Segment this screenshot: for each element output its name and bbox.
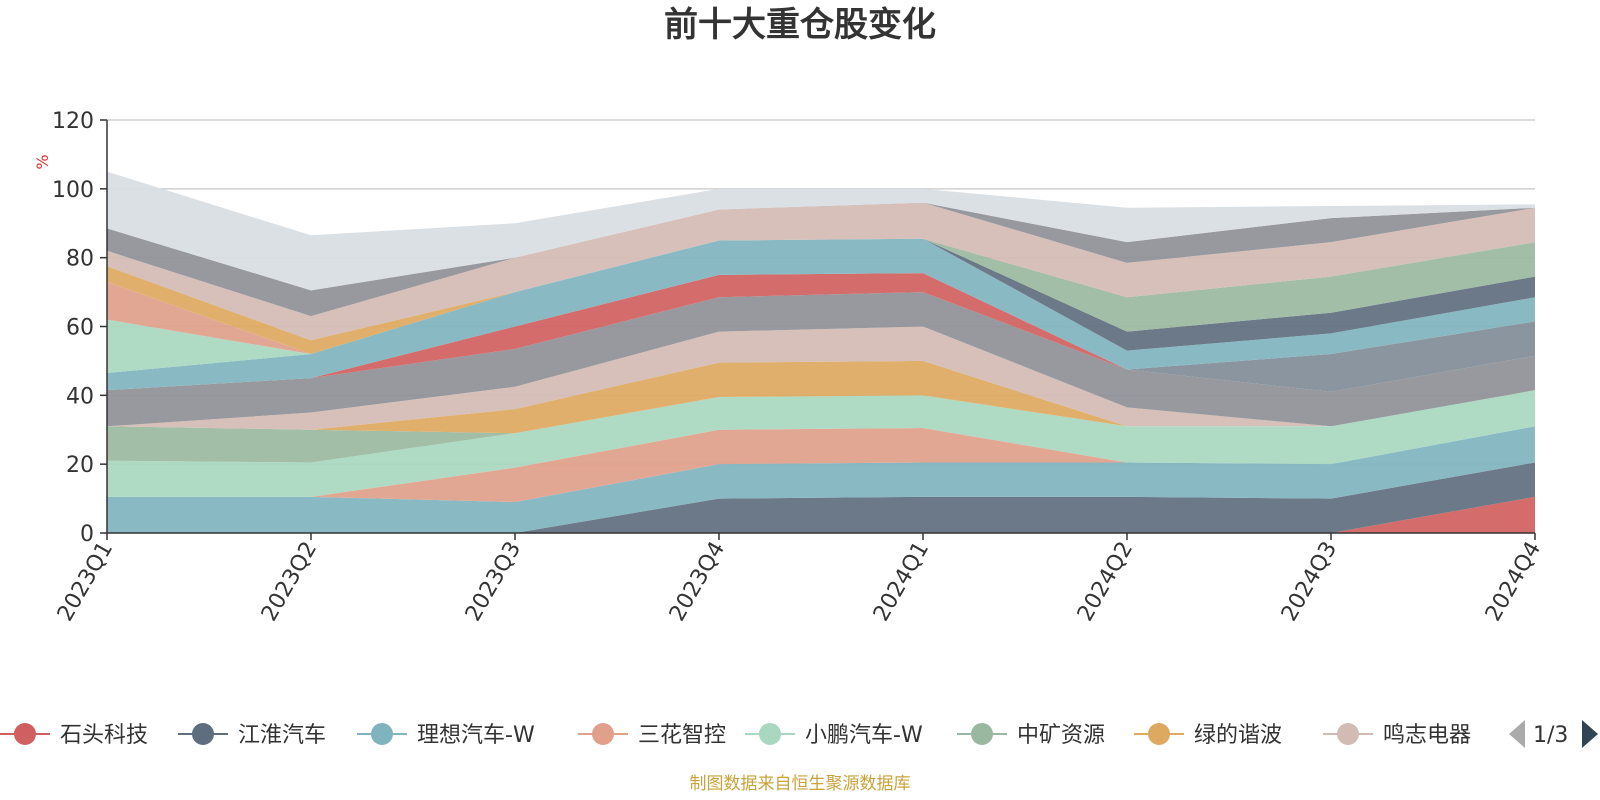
chart-title: 前十大重仓股变化 xyxy=(664,5,936,45)
legend-item[interactable]: 理想汽车-W xyxy=(357,723,535,748)
y-tick-label: 0 xyxy=(80,522,94,547)
x-tick-label: 2023Q3 xyxy=(461,538,526,626)
area-series-14 xyxy=(107,238,1535,355)
legend-marker xyxy=(759,723,781,745)
legend-label: 绿的谐波 xyxy=(1194,723,1282,748)
area-series-2 xyxy=(107,462,1535,533)
x-tick-label: 2023Q1 xyxy=(53,538,118,626)
x-tick-label: 2024Q3 xyxy=(1277,538,1342,626)
legend-label: 理想汽车-W xyxy=(417,723,535,748)
y-tick-label: 40 xyxy=(66,384,94,409)
legend-item[interactable]: 小鹏汽车-W xyxy=(745,723,923,748)
y-tick-label: 80 xyxy=(66,247,94,272)
legend-item[interactable]: 绿的谐波 xyxy=(1134,723,1282,748)
y-tick-label: 120 xyxy=(52,109,94,134)
legend-marker xyxy=(1148,723,1170,745)
area-series-18 xyxy=(107,202,1535,341)
y-tick-label: 60 xyxy=(66,316,94,341)
area-series-8 xyxy=(107,326,1535,430)
legend-item[interactable]: 石头科技 xyxy=(0,723,148,748)
legend: 石头科技 江淮汽车 理想汽车-W 三花智控 小鹏汽车-W 中矿资源 绿的谐波 鸣志电器 1/3 xyxy=(0,720,1598,748)
y-tick-label: 20 xyxy=(66,453,94,478)
legend-marker xyxy=(592,723,614,745)
x-tick-label: 2024Q2 xyxy=(1073,538,1138,626)
legend-label: 江淮汽车 xyxy=(238,723,326,748)
source-note: 制图数据来自恒生聚源数据库 xyxy=(690,774,911,794)
area-series-10 xyxy=(107,292,1535,392)
legend-marker xyxy=(192,723,214,745)
legend-item[interactable]: 鸣志电器 xyxy=(1323,723,1471,748)
legend-label: 鸣志电器 xyxy=(1383,723,1471,748)
legend-label: 中矿资源 xyxy=(1017,723,1105,748)
legend-item[interactable]: 中矿资源 xyxy=(957,723,1105,748)
prev-page-icon[interactable] xyxy=(1509,720,1525,748)
area-series-1 xyxy=(107,496,1535,533)
legend-label: 石头科技 xyxy=(60,723,148,748)
y-axis-unit: % xyxy=(33,154,52,169)
legend-marker xyxy=(371,723,393,745)
y-tick-label: 100 xyxy=(52,178,94,203)
legend-marker xyxy=(14,723,36,745)
legend-label: 三花智控 xyxy=(638,723,726,748)
x-tick-label: 2024Q4 xyxy=(1481,538,1546,626)
legend-page-indicator: 1/3 xyxy=(1533,723,1568,748)
legend-marker xyxy=(971,723,993,745)
area-series-4 xyxy=(107,426,1535,503)
area-series-7 xyxy=(107,360,1535,434)
area-series-9 xyxy=(107,292,1535,427)
area-series xyxy=(107,171,1535,533)
legend-marker xyxy=(1337,723,1359,745)
x-tick-label: 2023Q2 xyxy=(257,538,322,626)
x-tick-label: 2023Q4 xyxy=(665,538,730,626)
area-series-5 xyxy=(107,390,1535,497)
area-series-16 xyxy=(107,238,1535,355)
area-series-13 xyxy=(107,238,1535,373)
legend-item[interactable]: 三花智控 xyxy=(578,723,726,748)
next-page-icon[interactable] xyxy=(1582,720,1598,748)
legend-label: 小鹏汽车-W xyxy=(805,723,923,748)
legend-item[interactable]: 江淮汽车 xyxy=(178,723,326,748)
x-tick-label: 2024Q1 xyxy=(869,538,934,626)
area-series-12 xyxy=(107,238,1535,391)
area-series-3 xyxy=(107,426,1535,533)
area-series-20 xyxy=(107,171,1535,291)
area-series-6 xyxy=(107,390,1535,463)
